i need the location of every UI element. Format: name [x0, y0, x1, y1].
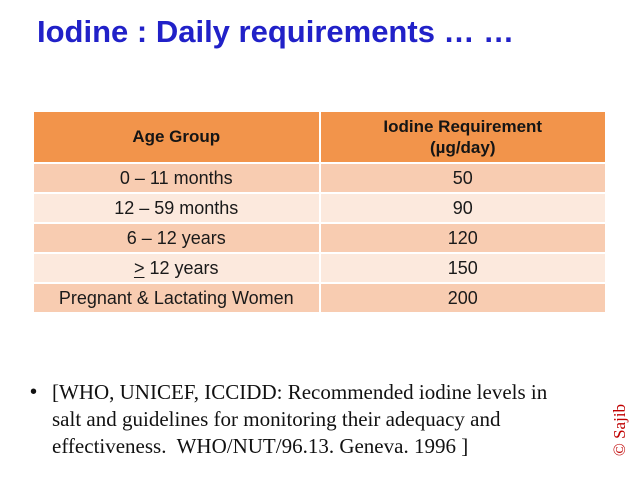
table-header: Age Group Iodine Requirement (µg/day): [32, 110, 607, 164]
table-row: 6 – 12 years 120: [32, 222, 607, 254]
watermark-credit: © Sajib: [610, 403, 629, 457]
citation-block: • [WHO, UNICEF, ICCIDD: Recommended iodi…: [30, 379, 602, 460]
age-group-cell: > 12 years: [32, 252, 321, 284]
table-header-row: Age Group Iodine Requirement (µg/day): [32, 110, 607, 164]
column-header-age-group: Age Group: [32, 110, 321, 164]
requirement-value-cell: 120: [318, 222, 607, 254]
table-row: > 12 years 150: [32, 252, 607, 284]
age-group-cell: 12 – 59 months: [32, 192, 321, 224]
table-row: 12 – 59 months 90: [32, 192, 607, 224]
citation-text: [WHO, UNICEF, ICCIDD: Recommended iodine…: [52, 380, 548, 458]
iodine-requirements-table: Age Group Iodine Requirement (µg/day) 0 …: [32, 110, 607, 314]
requirement-value-cell: 150: [318, 252, 607, 284]
underlined-greater-than-symbol: >: [133, 257, 145, 278]
column-header-iodine-requirement: Iodine Requirement (µg/day): [318, 110, 607, 164]
table-row: 0 – 11 months 50: [32, 162, 607, 194]
bullet-marker: •: [30, 381, 38, 403]
age-group-cell: 0 – 11 months: [32, 162, 321, 194]
table-body: 0 – 11 months 50 12 – 59 months 90 6 – 12 ye…: [32, 162, 607, 314]
table-row: Pregnant & Lactating Women 200: [32, 282, 607, 314]
age-group-cell: Pregnant & Lactating Women: [32, 282, 321, 314]
requirement-value-cell: 50: [318, 162, 607, 194]
requirement-value-cell: 200: [318, 282, 607, 314]
age-group-cell: 6 – 12 years: [32, 222, 321, 254]
slide-title: Iodine : Daily requirements … …: [37, 14, 515, 49]
requirement-value-cell: 90: [318, 192, 607, 224]
